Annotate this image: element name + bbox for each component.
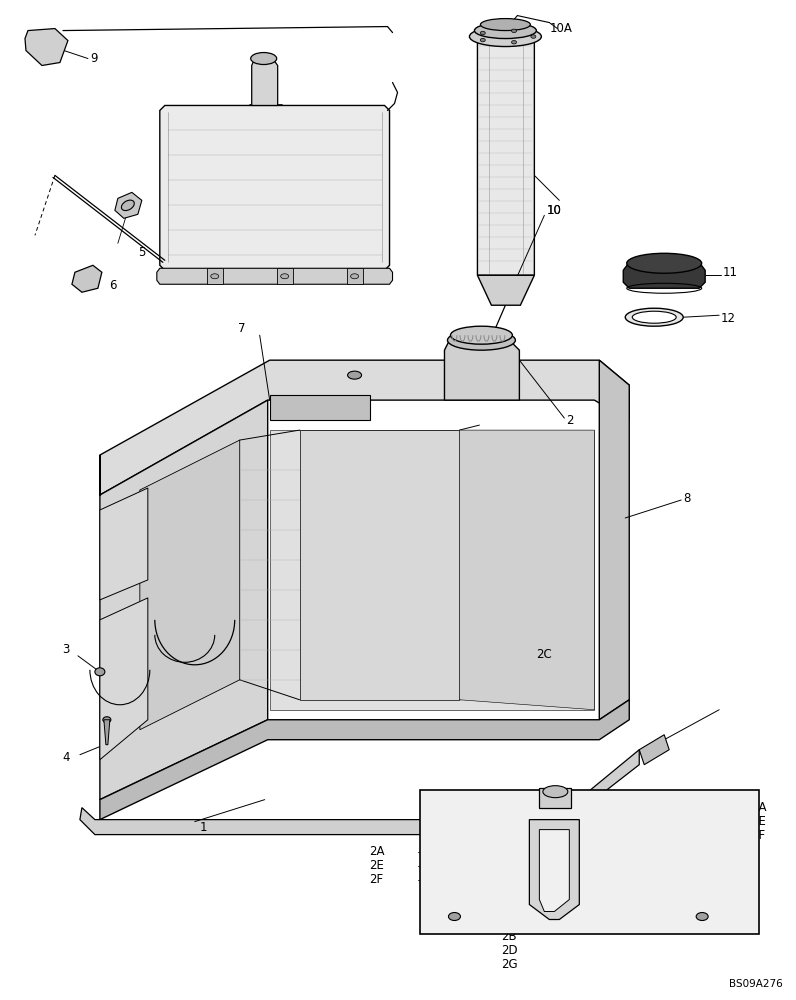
Text: 2E: 2E (369, 859, 384, 872)
Polygon shape (100, 598, 148, 760)
Ellipse shape (543, 786, 568, 798)
Text: 2G: 2G (501, 958, 518, 971)
Ellipse shape (481, 19, 530, 31)
Text: 7: 7 (238, 322, 245, 335)
Polygon shape (100, 700, 630, 820)
Ellipse shape (103, 717, 111, 723)
Ellipse shape (531, 35, 536, 38)
Ellipse shape (95, 668, 105, 676)
Polygon shape (25, 29, 68, 66)
Polygon shape (72, 265, 102, 292)
Polygon shape (115, 192, 142, 218)
Polygon shape (299, 430, 459, 700)
Bar (270, 395, 369, 420)
Text: 2F: 2F (369, 873, 384, 886)
Polygon shape (639, 735, 669, 765)
Text: 10: 10 (546, 204, 561, 217)
Text: 2F: 2F (751, 829, 765, 842)
Ellipse shape (122, 200, 135, 211)
Ellipse shape (626, 308, 683, 326)
Text: 12: 12 (721, 312, 736, 325)
Polygon shape (160, 105, 389, 270)
Ellipse shape (512, 40, 517, 44)
Ellipse shape (350, 274, 358, 279)
Polygon shape (80, 750, 639, 835)
Text: 2C: 2C (537, 648, 552, 661)
Ellipse shape (451, 326, 513, 344)
Polygon shape (103, 720, 110, 745)
Polygon shape (540, 830, 569, 912)
Polygon shape (277, 268, 293, 284)
Polygon shape (623, 262, 705, 288)
Polygon shape (419, 790, 759, 934)
Ellipse shape (251, 53, 277, 65)
Polygon shape (157, 268, 392, 284)
Polygon shape (478, 36, 534, 275)
Polygon shape (599, 360, 630, 720)
Polygon shape (207, 268, 223, 284)
Ellipse shape (348, 371, 361, 379)
Ellipse shape (480, 38, 486, 42)
Polygon shape (459, 430, 595, 710)
Polygon shape (444, 340, 519, 400)
Polygon shape (478, 275, 534, 305)
Polygon shape (100, 360, 630, 495)
Text: 10: 10 (546, 204, 561, 217)
Text: 2: 2 (566, 414, 574, 427)
Polygon shape (140, 440, 240, 730)
Text: 2B: 2B (501, 930, 517, 943)
Text: 2A: 2A (751, 801, 767, 814)
Ellipse shape (281, 274, 289, 279)
Ellipse shape (211, 274, 219, 279)
Text: 4: 4 (62, 751, 69, 764)
Ellipse shape (474, 23, 537, 39)
Text: 5: 5 (138, 246, 145, 259)
Text: 8: 8 (683, 492, 691, 505)
Polygon shape (252, 59, 278, 105)
Ellipse shape (696, 913, 708, 921)
Text: 1: 1 (200, 821, 207, 834)
Text: 2D: 2D (501, 944, 518, 957)
Ellipse shape (447, 330, 515, 350)
Text: 2A: 2A (369, 845, 385, 858)
Text: 3: 3 (62, 643, 69, 656)
Ellipse shape (470, 27, 541, 47)
Text: 9: 9 (90, 52, 97, 65)
Text: 6: 6 (109, 279, 116, 292)
Polygon shape (270, 430, 595, 710)
Ellipse shape (626, 253, 701, 273)
Ellipse shape (632, 311, 676, 323)
Polygon shape (540, 788, 572, 808)
Text: 10A: 10A (549, 22, 572, 35)
Text: 11: 11 (723, 266, 738, 279)
Text: 2E: 2E (751, 815, 766, 828)
Ellipse shape (448, 913, 460, 921)
Polygon shape (100, 488, 148, 600)
Polygon shape (346, 268, 362, 284)
Polygon shape (529, 820, 579, 920)
Ellipse shape (512, 29, 517, 33)
Polygon shape (100, 400, 267, 800)
Ellipse shape (480, 31, 486, 35)
Text: BS09A276: BS09A276 (729, 979, 783, 989)
